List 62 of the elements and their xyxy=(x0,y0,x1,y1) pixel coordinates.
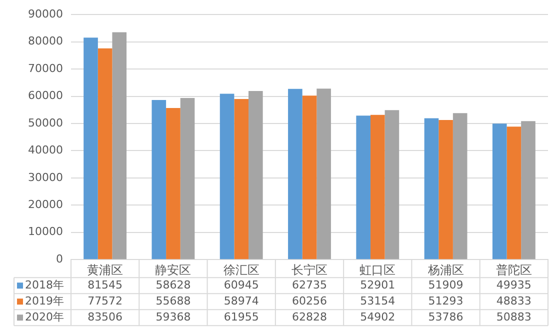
legend-label: 2020年 xyxy=(25,310,64,324)
bar xyxy=(506,126,522,260)
y-tick-label: 50000 xyxy=(28,116,63,130)
data-label: 62735 xyxy=(292,278,327,292)
y-tick-label: 60000 xyxy=(28,89,63,102)
data-label: 60945 xyxy=(224,278,259,292)
bar xyxy=(384,110,400,260)
data-label: 62828 xyxy=(292,310,327,324)
bar xyxy=(316,88,331,260)
bar xyxy=(424,118,439,260)
data-label: 55688 xyxy=(156,294,191,308)
bar xyxy=(180,98,195,260)
y-tick-label: 10000 xyxy=(28,225,63,238)
data-label: 51293 xyxy=(428,294,464,308)
data-label: 61955 xyxy=(224,310,259,324)
bar xyxy=(248,90,263,260)
bar xyxy=(370,114,385,260)
x-tick-label: 杨浦区 xyxy=(426,262,464,277)
bar xyxy=(152,100,166,260)
bar xyxy=(438,120,453,260)
bar xyxy=(98,48,112,260)
bar xyxy=(492,124,507,260)
x-tick-label: 黄浦区 xyxy=(87,262,124,277)
data-label: 51909 xyxy=(428,278,464,292)
y-tick-label: 40000 xyxy=(28,144,63,157)
bar xyxy=(452,113,468,260)
data-label: 53154 xyxy=(360,294,396,308)
bar xyxy=(302,96,317,260)
data-label: 50883 xyxy=(496,310,532,324)
legend-label: 2018年 xyxy=(25,278,64,292)
y-tick-label: 80000 xyxy=(28,34,63,48)
legend-label: 2019年 xyxy=(25,294,64,308)
data-label: 60256 xyxy=(292,294,327,308)
data-label: 48833 xyxy=(496,294,532,308)
bar xyxy=(521,121,536,260)
bar xyxy=(112,32,127,260)
bar xyxy=(166,108,180,260)
bar xyxy=(288,88,302,260)
bar xyxy=(356,116,370,260)
data-label: 81545 xyxy=(88,278,123,292)
data-label: 53786 xyxy=(428,310,464,324)
data-label: 59368 xyxy=(156,310,191,324)
data-label: 77572 xyxy=(88,294,123,308)
y-tick-label: 0 xyxy=(56,252,63,266)
x-tick-label: 徐汇区 xyxy=(223,262,260,277)
bar xyxy=(234,99,249,260)
data-label: 54902 xyxy=(360,310,396,324)
y-tick-label: 30000 xyxy=(28,170,63,184)
bar xyxy=(220,94,234,260)
y-tick-label: 70000 xyxy=(28,62,63,75)
data-label: 49935 xyxy=(496,278,532,292)
y-tick-label: 20000 xyxy=(28,198,63,212)
data-label: 83506 xyxy=(88,310,123,324)
x-tick-label: 长宁区 xyxy=(291,262,328,277)
data-label: 58628 xyxy=(156,278,191,292)
bar xyxy=(84,38,98,260)
x-tick-label: 普陀区 xyxy=(496,262,532,277)
data-label: 58974 xyxy=(224,294,259,308)
x-tick-label: 静安区 xyxy=(155,262,192,277)
x-tick-label: 虹口区 xyxy=(360,262,396,277)
y-tick-label: 90000 xyxy=(28,7,63,20)
data-label: 52901 xyxy=(360,278,396,292)
